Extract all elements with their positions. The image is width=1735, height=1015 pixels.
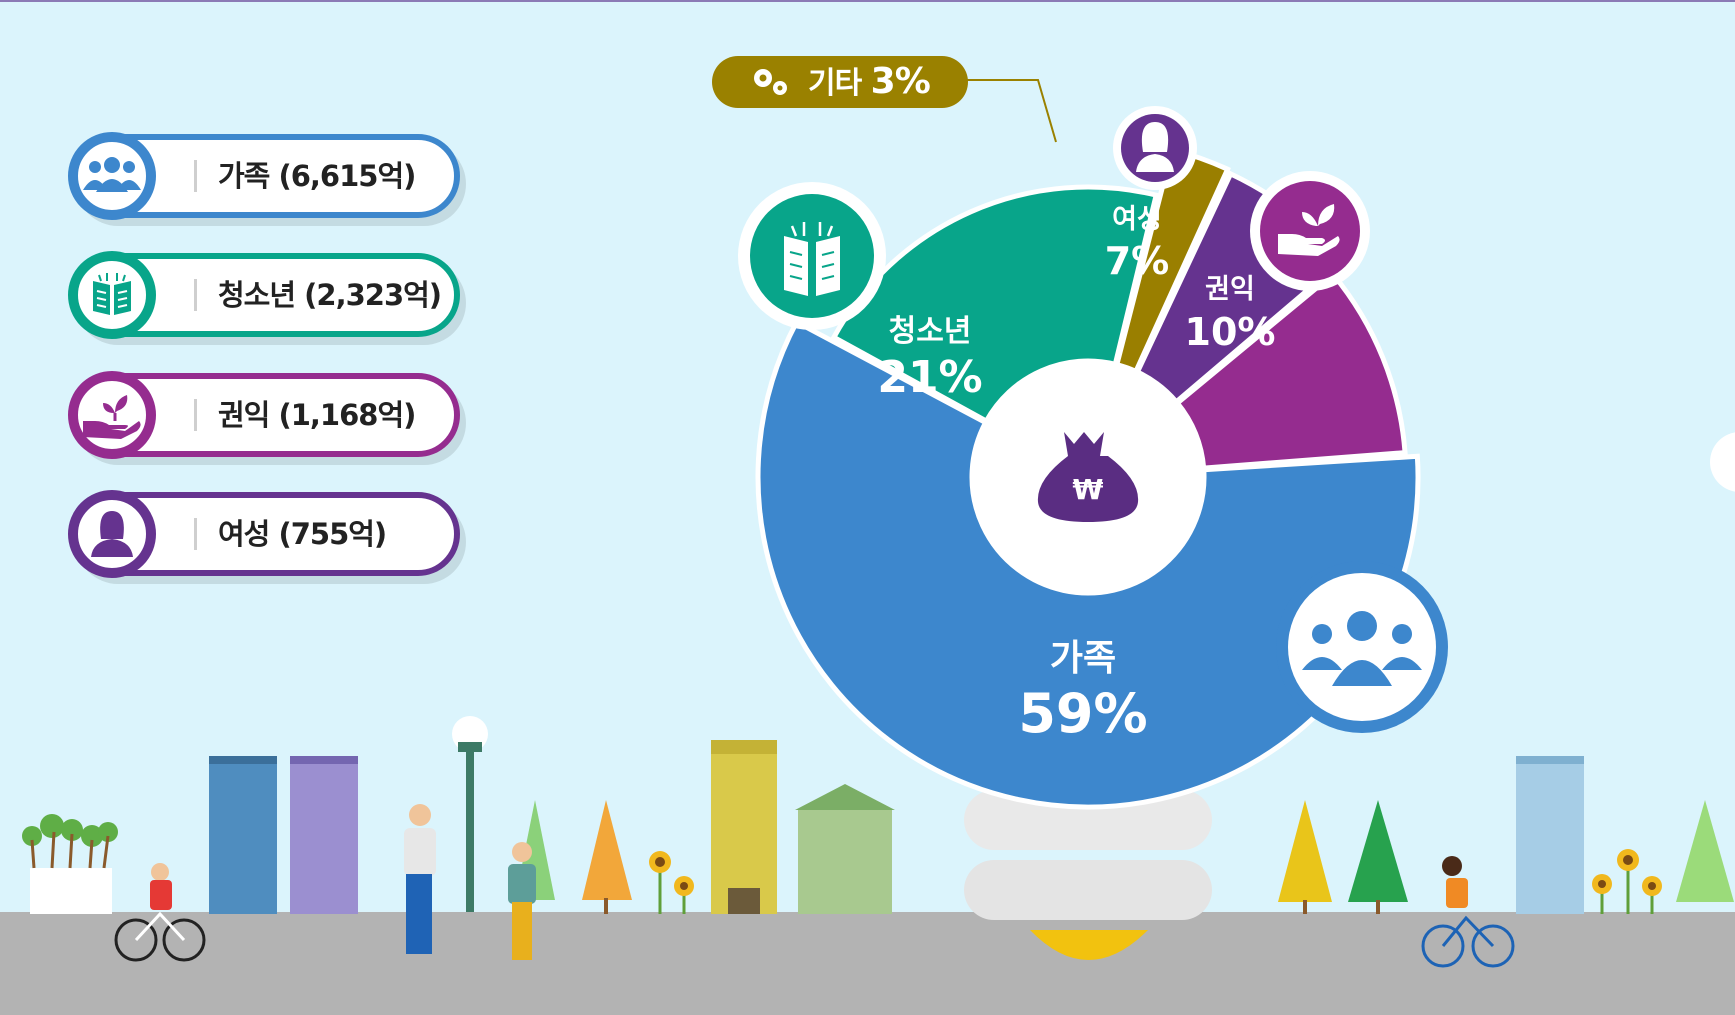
slice-label-women-name: 여성 xyxy=(1112,204,1162,235)
bulb-base xyxy=(964,790,1212,960)
slice-label-rights-name: 권익 xyxy=(1205,274,1255,305)
slice-label-youth-name: 청소년 xyxy=(889,314,972,349)
road xyxy=(0,912,1735,1015)
building xyxy=(209,756,277,914)
street-lamp xyxy=(452,716,488,912)
women-bubble xyxy=(1113,106,1197,190)
building xyxy=(290,756,358,914)
tree xyxy=(1278,800,1332,902)
family-bubble xyxy=(1276,561,1448,733)
legend-label: 청소년 (2,323억) xyxy=(218,278,442,312)
rights-bubble xyxy=(1250,171,1370,291)
slice-label-women-pct: 7% xyxy=(1105,239,1170,283)
legend-item-rights: 권익 (1,168억) xyxy=(68,371,460,459)
slice-label-rights-pct: 10% xyxy=(1185,310,1276,354)
sunflower xyxy=(649,851,694,914)
gears-icon xyxy=(754,69,787,95)
building xyxy=(711,740,777,914)
svg-text:₩: ₩ xyxy=(1073,473,1104,506)
family-people-icon xyxy=(68,132,156,220)
tree xyxy=(1348,800,1408,902)
slice-label-family-pct: 59% xyxy=(1018,682,1147,745)
slice-label-family-name: 가족 xyxy=(1050,638,1116,679)
building xyxy=(1516,756,1584,914)
legend-label: 권익 (1,168억) xyxy=(218,398,416,432)
cyclist xyxy=(114,863,206,962)
legend-item-family: 가족 (6,615억) xyxy=(68,132,460,220)
tree xyxy=(582,800,632,900)
legend-item-youth: 청소년 (2,323억) xyxy=(68,251,460,339)
callout-leader-line xyxy=(966,79,1057,143)
callout-etc: 기타 3% xyxy=(712,56,968,108)
boy xyxy=(508,842,536,960)
man xyxy=(404,804,436,954)
edge-circle xyxy=(1710,432,1735,492)
legend-item-women: 여성 (755억) xyxy=(68,490,460,578)
woman-icon xyxy=(68,490,156,578)
legend-label: 가족 (6,615억) xyxy=(218,159,416,193)
planter xyxy=(22,814,118,914)
tree xyxy=(1676,800,1734,902)
cyclist xyxy=(1421,856,1515,968)
open-book-icon xyxy=(68,251,156,339)
slice-label-youth-pct: 21% xyxy=(877,352,982,403)
money-bag-won-icon: ₩ xyxy=(1037,432,1139,522)
hand-sprout-icon xyxy=(68,371,156,459)
house xyxy=(795,784,895,914)
callout-etc-label: 기타 xyxy=(808,66,862,101)
sunflower xyxy=(1592,849,1662,914)
callout-etc-value: 3% xyxy=(870,61,931,102)
youth-bubble xyxy=(738,182,886,330)
legend-label: 여성 (755억) xyxy=(218,517,387,551)
top-border xyxy=(0,0,1735,2)
